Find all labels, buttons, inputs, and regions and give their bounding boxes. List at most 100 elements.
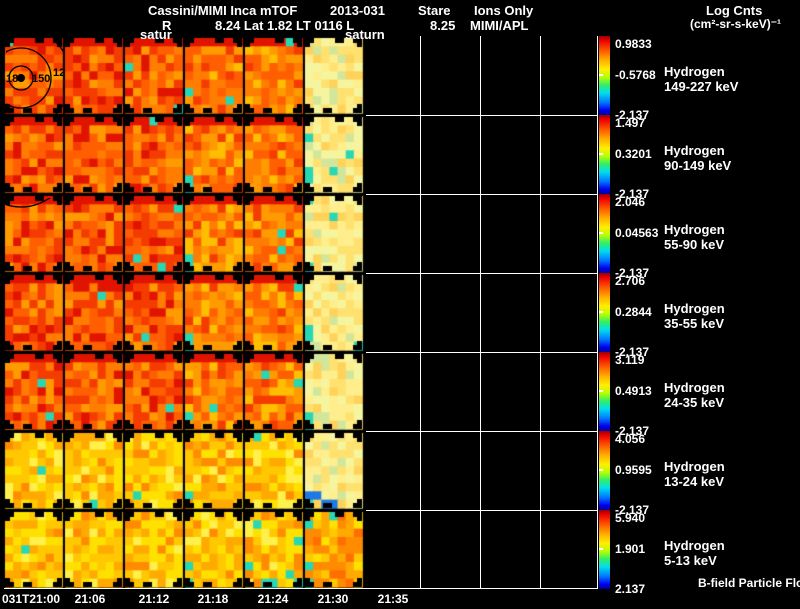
contour-label: 60 — [346, 559, 358, 571]
panel-contours: 180 150 12 — [4, 502, 71, 589]
contour-label: 90 — [150, 71, 162, 83]
contour-label: 60 — [346, 85, 358, 97]
contour-label: 60 — [286, 480, 298, 492]
contour-label: 12 — [53, 541, 65, 553]
time-tick-label: 21:18 — [197, 592, 229, 606]
contour-label: 60 — [346, 243, 358, 255]
contour-label: 120 — [132, 213, 150, 225]
grid-line — [420, 36, 421, 589]
title-mode: Stare — [418, 3, 451, 18]
contour-label: 150 — [70, 385, 88, 397]
channel-label: Hydrogen 13-24 keV — [664, 459, 725, 489]
colorbar-max-value: 5.940 — [615, 511, 646, 525]
contour-label: 3 — [296, 571, 302, 583]
colorbar — [599, 510, 610, 589]
colorbar-mid-tick — [599, 74, 603, 76]
contour-label: 120 — [132, 55, 150, 67]
contour-label: 120 — [312, 55, 330, 67]
contour-label: 3 — [356, 176, 362, 188]
contour-label: 3 — [356, 97, 362, 109]
contour-label: 60 — [346, 322, 358, 334]
contour-label: 90 — [107, 543, 119, 555]
panel-contours: 180 150 12 — [4, 423, 71, 523]
panel-contours: 180 150 12 — [4, 344, 71, 444]
contour-label: 60 — [166, 322, 178, 334]
heatmap-canvas — [4, 36, 597, 589]
contour-label: 120 — [87, 385, 105, 397]
colorbar-mid-value: -0.5768 — [615, 68, 656, 82]
title-date: 2013-031 — [330, 3, 385, 18]
colorbar-max-value: 3.119 — [615, 353, 645, 367]
contour-label: 150 — [32, 468, 50, 480]
time-tick-label: 21:24 — [257, 592, 289, 606]
contour-label: 60 — [286, 85, 298, 97]
contour-label: 150 — [70, 148, 88, 160]
contour-label: 90 — [150, 545, 162, 557]
contour-label: 90 — [107, 306, 119, 318]
contour-label: 3 — [236, 255, 242, 267]
contour-label: 120 — [252, 55, 270, 67]
contour-label: 120 — [132, 292, 150, 304]
colorbar — [599, 115, 610, 194]
contour-label: 60 — [166, 401, 178, 413]
contour-label: 150 — [32, 310, 50, 322]
contour-label: 150 — [70, 543, 88, 555]
contour-label: 180 — [6, 389, 24, 401]
contour-label: 180 — [6, 547, 24, 559]
contour-label: 120 — [252, 529, 270, 541]
grid-line — [366, 510, 597, 511]
time-tick-label: 21:06 — [74, 592, 106, 606]
contour-label: 90 — [330, 71, 342, 83]
grid-line — [597, 36, 598, 589]
grid-line — [366, 194, 597, 195]
contour-label: 12 — [53, 304, 65, 316]
contour-label: 3 — [296, 176, 302, 188]
colorbar-max-value: 2.046 — [615, 195, 646, 209]
channel-label: Hydrogen 24-35 keV — [664, 380, 725, 410]
contour-label: 120 — [192, 371, 210, 383]
contour-label: 90 — [270, 71, 282, 83]
contour-label: 60 — [286, 559, 298, 571]
panel-contours: 180 150 12 — [6, 40, 65, 115]
contour-label: 90 — [210, 229, 222, 241]
contour-label: 90 — [330, 229, 342, 241]
contour-label: 90 — [330, 545, 342, 557]
colorbar-min-value: -2.137 — [615, 424, 650, 438]
contour-label: 90 — [330, 466, 342, 478]
colorbar-min-value: -2.137 — [615, 108, 650, 122]
contour-label: 150 — [70, 464, 88, 476]
contour-label: 60 — [286, 322, 298, 334]
contour-label: 12 — [53, 67, 65, 79]
colorbar-mid-tick — [599, 390, 603, 392]
contour-label: 120 — [252, 450, 270, 462]
contour-label: 90 — [150, 387, 162, 399]
contour-label: 90 — [270, 466, 282, 478]
contour-label: 120 — [312, 134, 330, 146]
colorbar-mid-tick — [599, 311, 603, 313]
colorbar-max-value: 2.706 — [615, 274, 646, 288]
contour-label: 150 — [32, 231, 50, 243]
panel-contours: 180 150 12 — [6, 198, 51, 208]
title-instrument: Cassini/MIMI Inca mTOF — [148, 3, 298, 18]
colorbar-mid-value: 1.901 — [615, 542, 646, 556]
contour-label: 150 — [32, 547, 50, 559]
